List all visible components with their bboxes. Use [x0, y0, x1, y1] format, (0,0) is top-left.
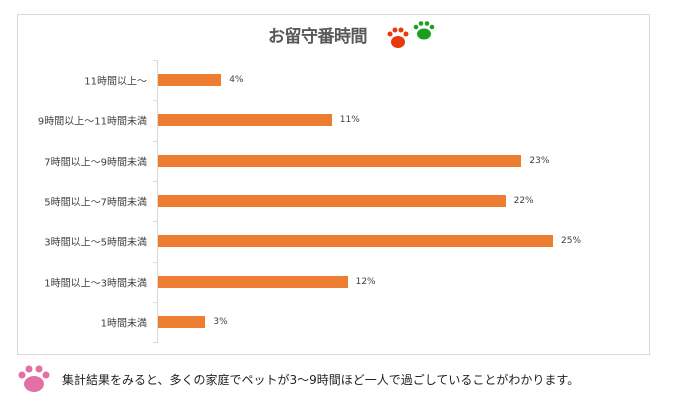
- bar: [158, 74, 222, 86]
- axis-tick: [153, 60, 158, 61]
- category-label: 1時間未満: [100, 318, 147, 330]
- category-label: 7時間以上～9時間未満: [44, 157, 147, 169]
- axis-tick: [153, 301, 158, 303]
- axis-tick: [153, 140, 158, 142]
- bar: [158, 194, 506, 207]
- data-label: 4%: [229, 75, 244, 85]
- y-axis: [157, 60, 158, 342]
- axis-tick: [153, 341, 158, 343]
- paw-icon-red: [387, 27, 409, 48]
- data-label: 22%: [513, 195, 534, 206]
- bar: [158, 114, 332, 127]
- paw-icons: [387, 21, 435, 48]
- bar: [158, 315, 206, 328]
- axis-tick: [153, 100, 158, 102]
- bar: [158, 154, 522, 167]
- axis-tick: [153, 261, 158, 263]
- paw-icon-green: [413, 21, 435, 40]
- chart-frame: [17, 14, 650, 355]
- summary-note: 集計結果をみると、多くの家庭でペットが3～9時間ほど一人で過ごしていることがわか…: [62, 373, 580, 387]
- data-label: 3%: [213, 316, 228, 327]
- category-label: 3時間以上～5時間未満: [44, 237, 147, 249]
- data-label: 25%: [561, 236, 582, 247]
- axis-tick: [153, 180, 158, 182]
- data-label: 23%: [529, 155, 550, 166]
- data-label: 11%: [339, 115, 360, 126]
- category-label: 11時間以上～: [84, 76, 147, 88]
- category-label: 1時間以上～3時間未満: [44, 278, 147, 289]
- bar: [158, 275, 348, 288]
- category-label: 9時間以上～11時間未満: [37, 116, 147, 128]
- axis-tick: [153, 221, 158, 223]
- data-label: 12%: [355, 276, 376, 287]
- paw-icon-pink: [18, 365, 50, 392]
- chart-title: お留守番時間: [268, 27, 368, 47]
- category-label: 5時間以上～7時間未満: [44, 197, 147, 209]
- bar: [158, 235, 553, 248]
